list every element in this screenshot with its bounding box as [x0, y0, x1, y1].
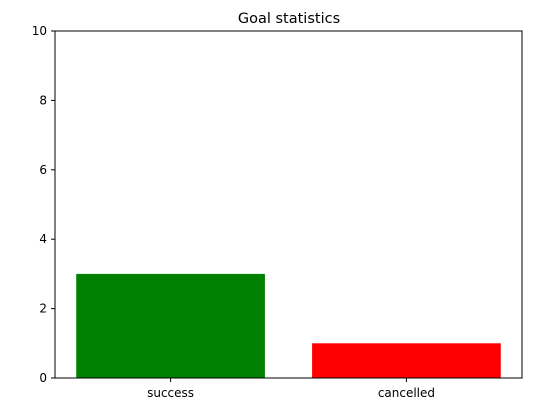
y-tick-label: 2: [39, 302, 47, 316]
x-tick-label: cancelled: [378, 386, 435, 400]
bars-layer: [76, 273, 501, 378]
bar-success: [76, 273, 265, 378]
bar-cancelled: [312, 343, 501, 378]
chart-title: Goal statistics: [238, 11, 340, 27]
y-tick-label: 4: [39, 232, 47, 246]
axes-layer: 0 2 4 6 8 10 success cancelled: [32, 24, 523, 400]
y-tick-label: 6: [39, 163, 47, 177]
plot-frame: [54, 30, 523, 379]
x-tick-label: success: [147, 386, 194, 400]
y-tick-label: 8: [39, 93, 47, 107]
y-tick-label: 10: [32, 24, 47, 38]
y-tick-label: 0: [39, 371, 47, 385]
